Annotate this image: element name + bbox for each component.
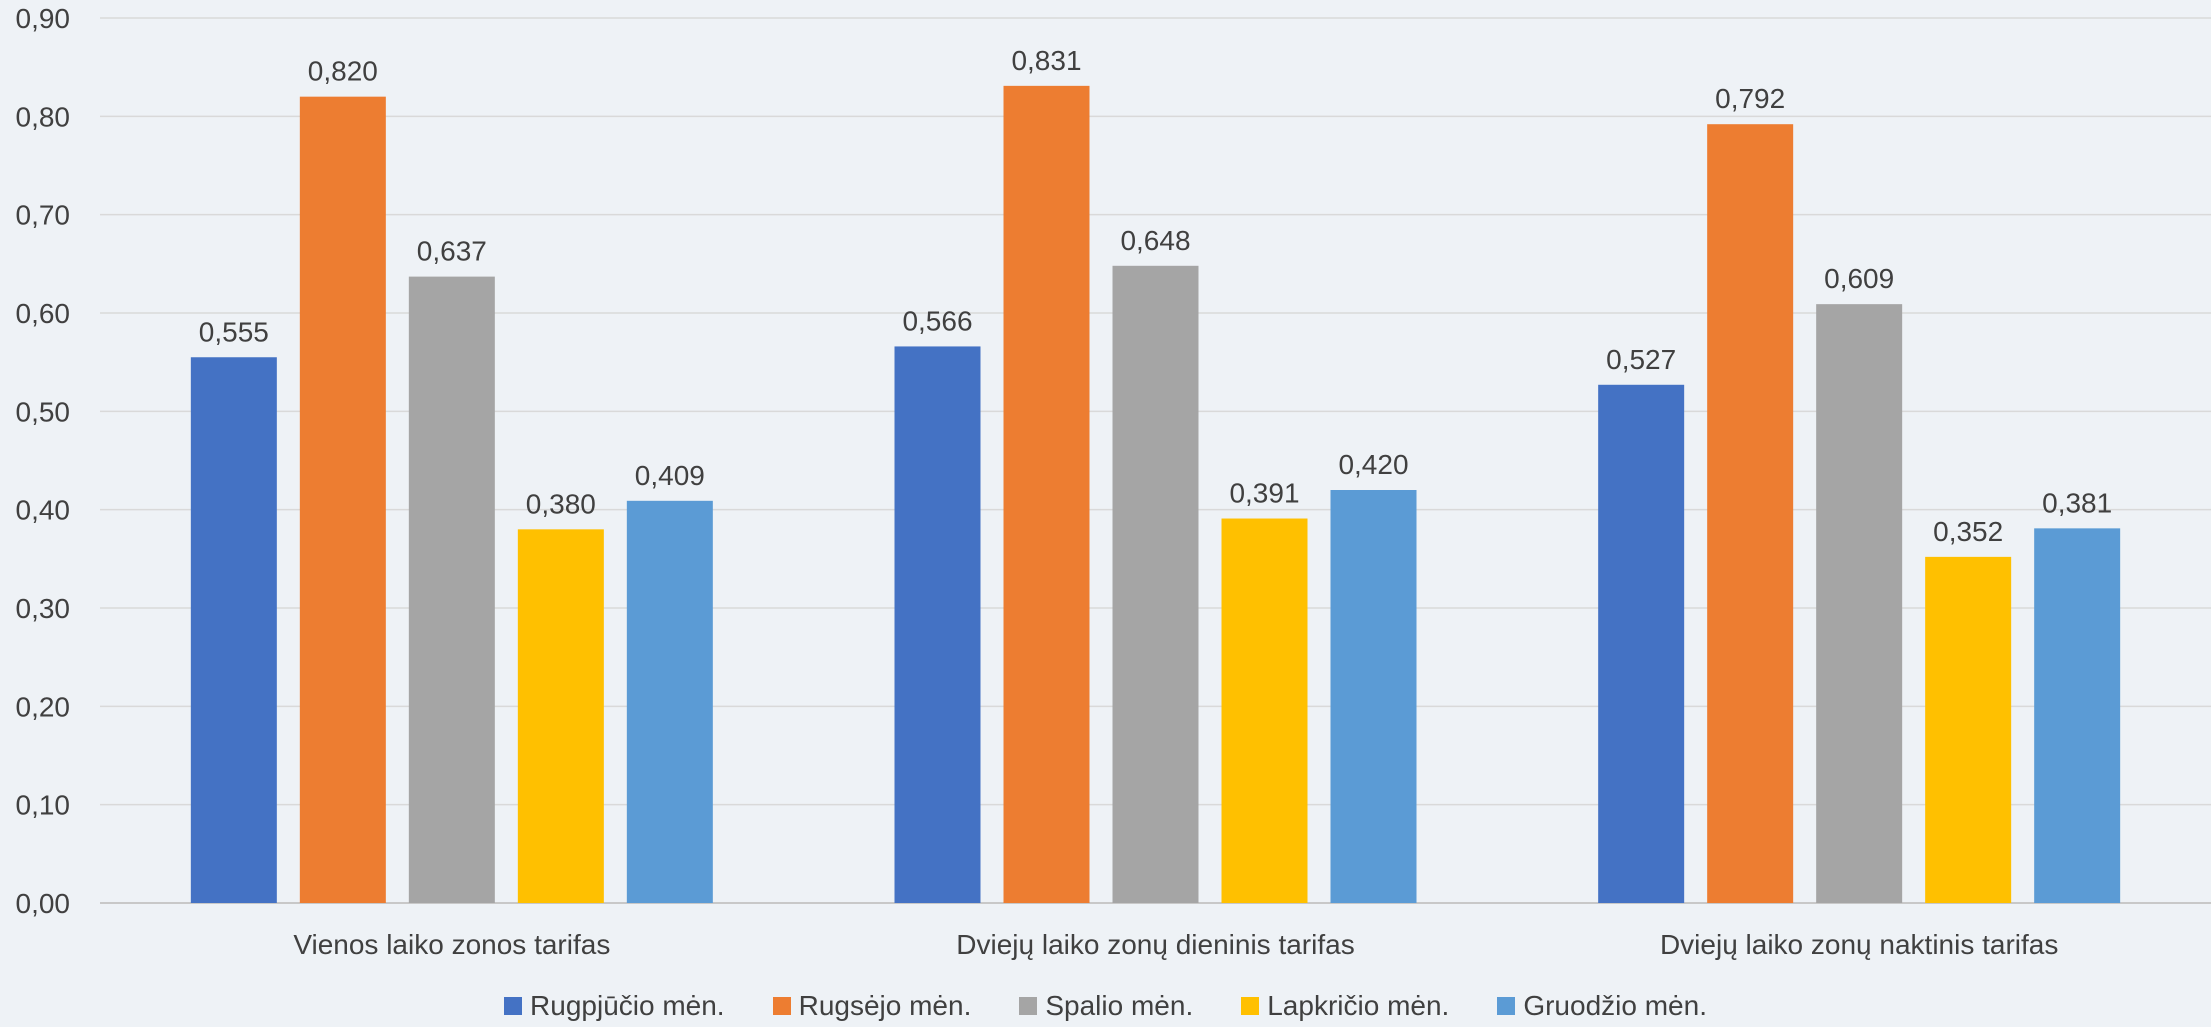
bar — [299, 96, 386, 903]
bar — [1925, 556, 2012, 903]
y-tick-label: 0,70 — [16, 200, 71, 231]
data-labels: 0,555 0,820 0,637 0,380 0,409 0,566 0,831 0,648… — [199, 45, 2112, 547]
y-tick-label: 0,30 — [16, 593, 71, 624]
bar — [517, 529, 604, 903]
data-label: 0,391 — [1229, 478, 1299, 509]
legend-swatch — [1241, 997, 1260, 1015]
y-axis-ticks: 0,00 0,10 0,20 0,30 0,40 0,50 0,60 0,70 0,80 0,90 — [16, 3, 71, 919]
bar — [1112, 265, 1199, 903]
bar — [1707, 124, 1794, 903]
data-label: 0,609 — [1824, 263, 1894, 294]
data-label: 0,409 — [635, 460, 705, 491]
legend-swatch — [504, 997, 523, 1015]
y-tick-label: 0,50 — [16, 396, 71, 427]
bar — [1221, 518, 1308, 903]
y-tick-label: 0,10 — [16, 790, 71, 821]
data-label: 0,637 — [417, 236, 487, 267]
y-tick-label: 0,60 — [16, 298, 71, 329]
data-label: 0,820 — [308, 56, 378, 87]
legend-item: Gruodžio mėn. — [1497, 990, 1707, 1022]
x-tick-label: Dviejų laiko zonų dieninis tarifas — [956, 929, 1354, 960]
legend-swatch — [772, 997, 791, 1015]
y-tick-label: 0,20 — [16, 691, 71, 722]
y-tick-label: 0,80 — [16, 101, 71, 132]
data-label: 0,380 — [526, 488, 596, 519]
legend-item: Spalio mėn. — [1019, 990, 1193, 1022]
legend-swatch — [1497, 997, 1516, 1015]
data-label: 0,648 — [1120, 225, 1190, 256]
bar — [626, 500, 713, 903]
bar — [1330, 490, 1417, 903]
legend-label: Spalio mėn. — [1045, 990, 1194, 1021]
bar — [408, 276, 495, 903]
x-tick-label: Vienos laiko zonos tarifas — [293, 929, 610, 960]
legend-label: Rugsėjo mėn. — [798, 990, 972, 1021]
data-label: 0,527 — [1606, 344, 1676, 375]
bar — [190, 357, 277, 903]
legend-item: Rugsėjo mėn. — [772, 990, 972, 1022]
bar — [894, 346, 981, 903]
data-label: 0,555 — [199, 316, 269, 347]
x-axis-ticks: Vienos laiko zonos tarifas Dviejų laiko z… — [293, 929, 2058, 960]
bar — [1003, 85, 1090, 904]
y-tick-label: 0,40 — [16, 495, 71, 526]
legend-swatch — [1019, 997, 1038, 1015]
data-label: 0,831 — [1011, 45, 1081, 76]
legend-item: Rugpjūčio mėn. — [504, 990, 725, 1022]
x-tick-label: Dviejų laiko zonų naktinis tarifas — [1660, 929, 2058, 960]
legend-label: Rugpjūčio mėn. — [530, 990, 725, 1021]
data-label: 0,792 — [1715, 83, 1785, 114]
data-label: 0,381 — [2042, 487, 2112, 518]
data-label: 0,566 — [902, 305, 972, 336]
legend-label: Gruodžio mėn. — [1523, 990, 1707, 1021]
legend: Rugpjūčio mėn. Rugsėjo mėn. Spalio mėn. Lap… — [0, 990, 2211, 1022]
y-tick-label: 0,00 — [16, 888, 71, 919]
data-label: 0,352 — [1933, 516, 2003, 547]
legend-label: Lapkričio mėn. — [1267, 990, 1450, 1021]
y-tick-label: 0,90 — [16, 3, 71, 34]
bar — [2034, 528, 2121, 903]
bars — [190, 85, 2121, 904]
data-label: 0,420 — [1338, 449, 1408, 480]
bar — [1598, 384, 1685, 903]
legend-item: Lapkričio mėn. — [1241, 990, 1449, 1022]
bar — [1816, 304, 1903, 903]
